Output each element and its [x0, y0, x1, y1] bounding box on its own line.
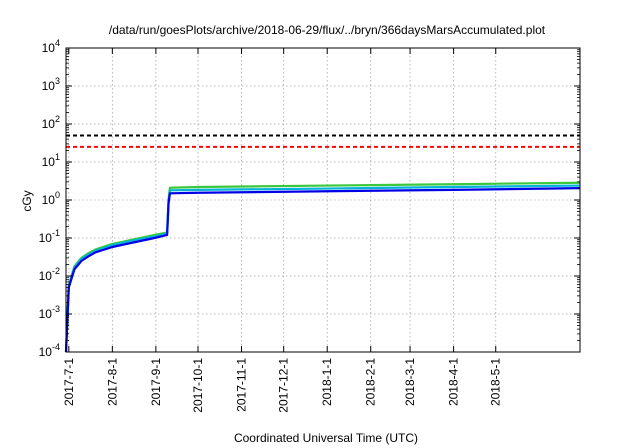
- x-tick-label: 2017-12-1: [277, 358, 291, 413]
- y-axis: 10-4 10-3 10-2 10-1 100 101 102 103 104: [39, 38, 580, 359]
- y-tick-label: 103: [42, 76, 60, 93]
- x-tick-label: 2018-4-1: [447, 358, 461, 406]
- x-tick-label: 2017-11-1: [235, 358, 249, 412]
- series-group: [64, 181, 581, 353]
- series-line: [64, 187, 581, 353]
- y-tick-label: 10-4: [39, 342, 60, 359]
- chart-title: /data/run/goesPlots/archive/2018-06-29/f…: [109, 23, 546, 37]
- grid: [66, 48, 580, 352]
- x-tick-label: 2017-7-1: [62, 358, 76, 406]
- x-axis: 2017-7-1 2017-8-1 2017-9-1 2017-10-1 2017-11…: [62, 48, 503, 413]
- y-tick-label: 101: [42, 152, 60, 169]
- y-tick-label: 10-3: [39, 304, 60, 321]
- x-axis-label: Coordinated Universal Time (UTC): [234, 431, 418, 445]
- y-tick-label: 102: [42, 114, 60, 131]
- x-tick-label: 2017-8-1: [105, 358, 119, 406]
- x-tick-label: 2018-1-1: [320, 358, 334, 406]
- x-tick-label: 2017-9-1: [149, 358, 163, 406]
- series-line: [64, 184, 581, 353]
- y-axis-label: cGy: [20, 190, 34, 211]
- x-tick-label: 2017-10-1: [191, 358, 205, 413]
- y-tick-label: 10-1: [39, 228, 60, 245]
- x-tick-label: 2018-2-1: [364, 358, 378, 406]
- y-tick-label: 104: [42, 38, 60, 55]
- x-tick-label: 2018-3-1: [403, 358, 417, 406]
- reference-lines: [66, 134, 580, 148]
- y-tick-label: 100: [42, 190, 60, 207]
- y-tick-label: 10-2: [39, 266, 60, 283]
- x-tick-label: 2018-5-1: [489, 358, 503, 406]
